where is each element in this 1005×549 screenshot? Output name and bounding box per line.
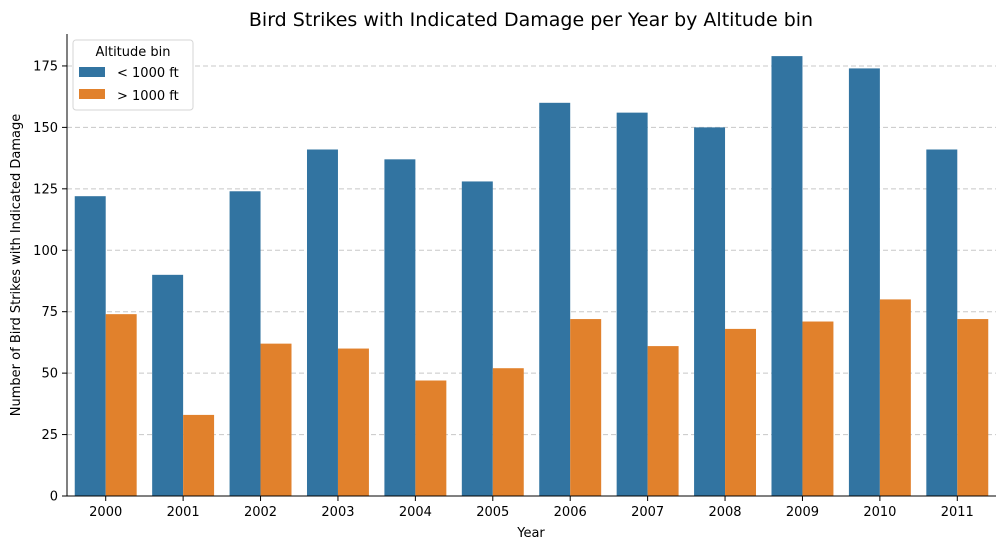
bar-2007-over-1000-ft (647, 346, 679, 496)
bar-2003-under-1000-ft (306, 149, 338, 496)
legend-label-over-1000-ft: > 1000 ft (117, 89, 179, 104)
y-tick-label: 50 (41, 367, 58, 382)
bar-2005-under-1000-ft (461, 181, 493, 496)
y-tick-label: 100 (33, 244, 58, 259)
bar-2006-under-1000-ft (539, 102, 571, 497)
bar-2010-under-1000-ft (848, 68, 880, 496)
chart-title: Bird Strikes with Indicated Damage per Y… (249, 9, 813, 31)
x-tick-label: 2009 (786, 505, 819, 520)
x-tick-label: 2007 (631, 505, 664, 520)
y-tick-label: 150 (33, 121, 58, 136)
x-tick-label: 2004 (399, 505, 432, 520)
x-tick-label: 2001 (167, 505, 200, 520)
bar-2004-over-1000-ft (415, 380, 447, 496)
x-tick-label: 2010 (863, 505, 896, 520)
bar-2004-under-1000-ft (384, 159, 416, 497)
legend-label-under-1000-ft: < 1000 ft (117, 66, 179, 81)
y-tick-label: 125 (33, 182, 58, 197)
x-tick-label: 2008 (708, 505, 741, 520)
bar-2003-over-1000-ft (337, 348, 369, 496)
bar-2000-over-1000-ft (105, 314, 137, 496)
bar-2007-under-1000-ft (616, 112, 648, 496)
bar-2001-under-1000-ft (152, 274, 184, 496)
x-tick-label: 2006 (554, 505, 587, 520)
y-axis-label: Number of Bird Strikes with Indicated Da… (9, 114, 24, 416)
bar-2005-over-1000-ft (492, 368, 524, 496)
x-tick-label: 2003 (321, 505, 354, 520)
bars (74, 56, 989, 497)
x-tick-label: 2002 (244, 505, 277, 520)
legend: Altitude bin < 1000 ft > 1000 ft (72, 39, 194, 111)
bar-2001-over-1000-ft (183, 414, 215, 496)
bar-2000-under-1000-ft (74, 196, 106, 497)
bar-2009-under-1000-ft (771, 56, 803, 497)
gridlines (67, 65, 996, 436)
bar-2010-over-1000-ft (879, 299, 911, 496)
bar-2002-over-1000-ft (260, 343, 292, 496)
bar-2002-under-1000-ft (229, 191, 261, 496)
bar-2009-over-1000-ft (802, 321, 834, 496)
y-tick-label: 75 (41, 305, 58, 320)
x-axis-label: Year (516, 526, 545, 541)
bar-2011-under-1000-ft (926, 149, 958, 496)
y-axis-ticks: 0 25 50 75 100 125 150 175 (33, 59, 67, 505)
legend-swatch-under-1000-ft (79, 67, 105, 77)
bar-2006-over-1000-ft (570, 319, 602, 496)
x-axis-ticks: 2000 2001 2002 2003 2004 2005 2006 2007 2008 2009… (89, 496, 974, 520)
y-tick-label: 175 (33, 59, 58, 74)
bar-2011-over-1000-ft (957, 319, 989, 496)
bar-2008-under-1000-ft (694, 127, 726, 496)
legend-swatch-over-1000-ft (79, 89, 105, 99)
x-tick-label: 2011 (941, 505, 974, 520)
y-tick-label: 25 (41, 428, 58, 443)
y-tick-label: 0 (50, 490, 58, 505)
x-tick-label: 2000 (89, 505, 122, 520)
legend-title: Altitude bin (95, 45, 170, 60)
x-tick-label: 2005 (476, 505, 509, 520)
bar-2008-over-1000-ft (725, 328, 757, 496)
